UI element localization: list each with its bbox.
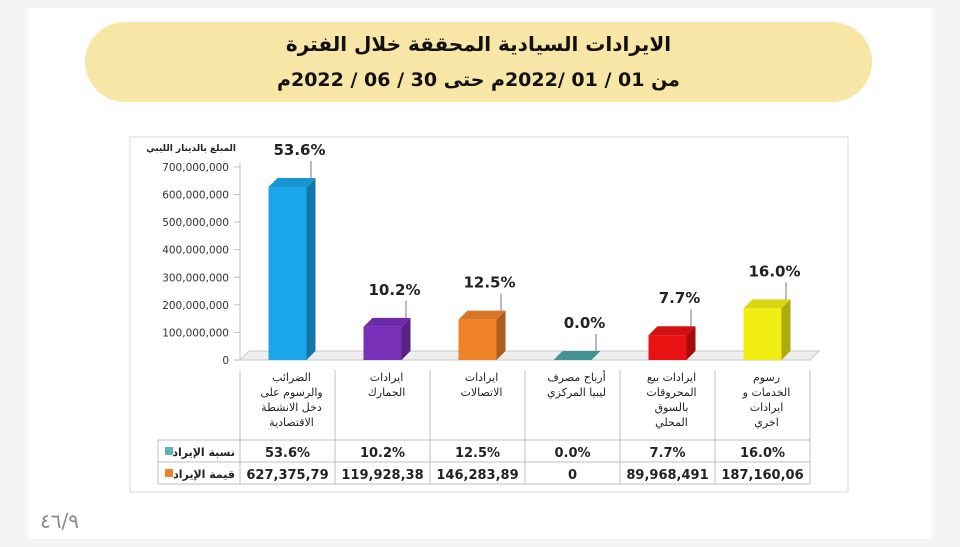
x-tick-label: ليبيا المركزي	[547, 386, 606, 399]
chart-period: من 01 / 01 /2022م حتى 30 / 06 / 2022م	[277, 69, 680, 91]
y-tick-label: 300,000,000	[162, 272, 229, 284]
data-label: 10.2%	[368, 281, 420, 299]
bar	[363, 326, 402, 360]
x-tick-label: الضرائب	[272, 371, 311, 384]
x-tick-label: دخل الانشطة	[261, 401, 322, 414]
table-cell: 89,968,491	[626, 468, 708, 483]
table-cell: 119,928,38	[341, 468, 423, 483]
y-tick-label: 0	[222, 355, 229, 367]
y-tick-label: 700,000,000	[162, 162, 229, 174]
x-tick-label: الاتصالات	[461, 386, 503, 399]
table-cell: 187,160,06	[721, 468, 803, 483]
bar-side	[781, 299, 791, 360]
x-tick-label: الخدمات و	[742, 386, 791, 399]
bar-top	[363, 317, 411, 327]
data-label: 0.0%	[564, 314, 606, 332]
bar-top	[743, 299, 791, 309]
bar	[648, 335, 687, 360]
page-number-mark: ٤٦/٩	[40, 509, 79, 533]
chart-title: الايرادات السيادية المحققة خلال الفترة	[285, 32, 672, 56]
y-tick-label: 500,000,000	[162, 217, 229, 229]
data-label: 12.5%	[463, 274, 515, 292]
x-tick-label: الجمارك	[368, 386, 406, 399]
table-legend-swatch	[165, 469, 173, 477]
table-cell: 0	[568, 468, 577, 483]
bar-top	[648, 326, 696, 336]
x-tick-label: رسوم	[753, 371, 780, 384]
x-tick-label: ايرادات	[370, 371, 404, 384]
y-axis-label: المبلغ بالدينار الليبي	[146, 144, 236, 154]
y-tick-label: 400,000,000	[162, 245, 229, 257]
x-tick-label: الاقتصادية	[269, 416, 314, 429]
data-label: 7.7%	[659, 289, 701, 307]
bar-side	[401, 317, 411, 360]
data-label: 16.0%	[748, 262, 800, 280]
bar	[268, 187, 307, 360]
bar-side	[496, 310, 506, 360]
bar	[743, 308, 782, 360]
bar-top	[553, 351, 601, 360]
table-cell: 627,375,79	[246, 468, 328, 483]
table-cell: 10.2%	[360, 446, 405, 461]
table-cell: 7.7%	[649, 446, 685, 461]
x-tick-label: المحروقات	[646, 386, 696, 399]
bar-top	[268, 178, 316, 188]
table-legend-swatch	[165, 447, 173, 455]
table-cell: 146,283,89	[436, 468, 518, 483]
bar	[458, 319, 497, 360]
x-tick-label: ايرادات	[750, 401, 784, 414]
bar-top	[458, 310, 506, 320]
x-tick-label: أرباح مصرف	[547, 370, 605, 384]
table-cell: 0.0%	[554, 446, 590, 461]
title-banner: الايرادات السيادية المحققة خلال الفترة م…	[85, 22, 872, 102]
table-cell: 12.5%	[455, 446, 500, 461]
x-tick-label: ايرادات بيع	[647, 371, 696, 384]
bar-side	[686, 326, 696, 360]
data-label: 53.6%	[273, 141, 325, 159]
x-tick-label: المحلي	[655, 416, 688, 429]
y-tick-label: 100,000,000	[162, 327, 229, 339]
table-cell: 16.0%	[740, 446, 785, 461]
table-row-header: نسبة الإيراد	[172, 446, 235, 459]
y-tick-label: 600,000,000	[162, 190, 229, 202]
table-row-header: قيمة الإيراد	[173, 468, 235, 481]
y-tick-label: 200,000,000	[162, 300, 229, 312]
x-tick-label: اخري	[754, 416, 779, 429]
table-cell: 53.6%	[265, 446, 310, 461]
x-tick-label: ايرادات	[465, 371, 499, 384]
bar-side	[306, 178, 316, 360]
chart-floor	[238, 350, 821, 361]
x-tick-label: والرسوم على	[260, 386, 322, 399]
x-tick-label: بالسوق	[655, 401, 689, 414]
